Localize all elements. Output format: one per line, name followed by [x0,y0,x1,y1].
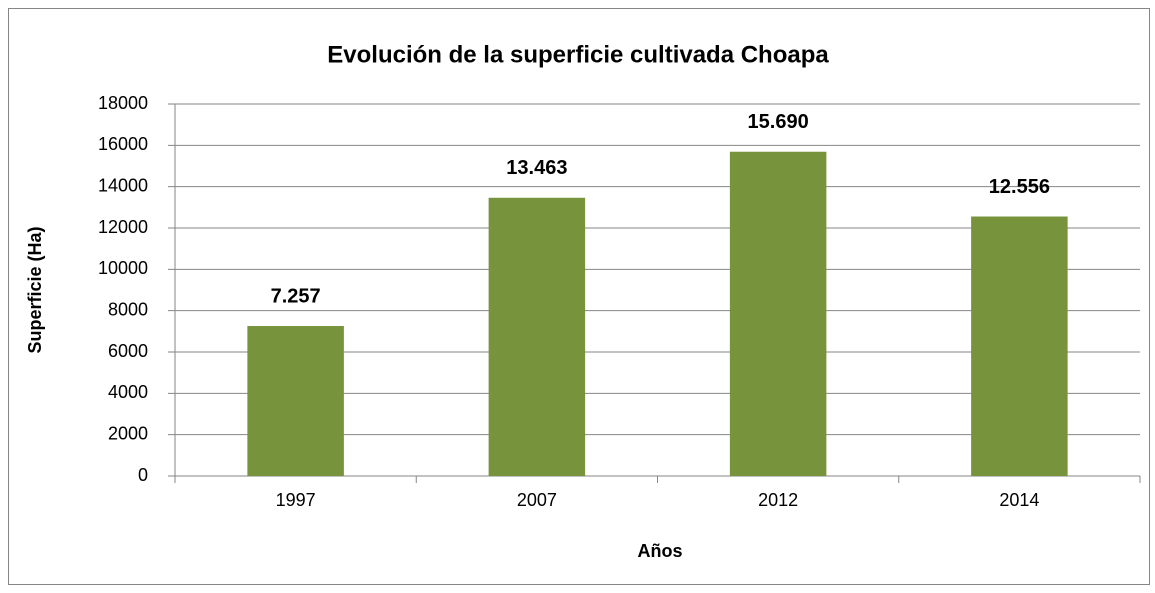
y-tick-label: 8000 [108,299,148,319]
bar [971,216,1068,476]
x-tick-label: 2007 [517,490,557,510]
y-tick-label: 0 [138,465,148,485]
x-tick-label: 2012 [758,490,798,510]
y-tick-label: 10000 [98,258,148,278]
bar [488,197,586,477]
y-tick-label: 6000 [108,341,148,361]
chart-title: Evolución de la superficie cultivada Cho… [327,41,829,68]
y-tick-label: 14000 [98,175,148,195]
y-tick-label: 12000 [98,217,148,237]
x-tick-label: 1997 [276,490,316,510]
y-tick-label: 2000 [108,423,148,443]
y-tick-label: 18000 [98,93,148,113]
y-tick-label: 16000 [98,134,148,154]
bar [247,326,344,476]
x-tick-label: 2014 [999,490,1039,510]
value-label: 15.690 [748,111,809,133]
value-label: 7.257 [271,285,321,307]
y-tick-label: 4000 [108,382,148,402]
x-axis-label: Años [638,541,683,561]
bar [729,151,827,477]
value-label: 13.463 [506,157,567,179]
y-axis-label: Superficie (Ha) [25,226,45,353]
value-label: 12.556 [989,176,1050,198]
